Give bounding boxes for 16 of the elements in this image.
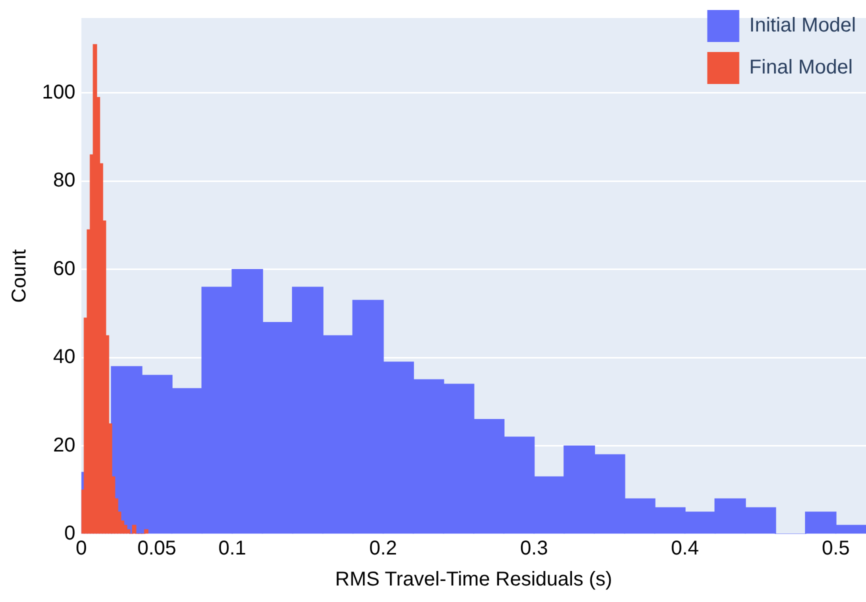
- y-axis-title: Count: [8, 248, 31, 303]
- y-tick-label: 20: [53, 434, 76, 456]
- y-tick-label: 80: [53, 170, 76, 192]
- x-tick-label: 0.2: [369, 538, 398, 560]
- y-tick-label: 40: [53, 346, 76, 368]
- x-tick-label: 0.5: [822, 538, 850, 560]
- x-tick-label: 0.1: [218, 538, 246, 560]
- y-tick-label: 100: [42, 81, 76, 104]
- y-tick-label: 0: [64, 522, 76, 545]
- y-tick-label: 60: [53, 258, 76, 280]
- x-axis-title: RMS Travel-Time Residuals (s): [335, 568, 612, 591]
- x-tick-label: 0.3: [520, 538, 548, 560]
- x-tick-label: 0.4: [671, 538, 699, 560]
- x-tick-label: 0.05: [137, 538, 176, 560]
- legend-label: Final Model: [749, 56, 853, 79]
- legend-label: Initial Model: [749, 14, 856, 37]
